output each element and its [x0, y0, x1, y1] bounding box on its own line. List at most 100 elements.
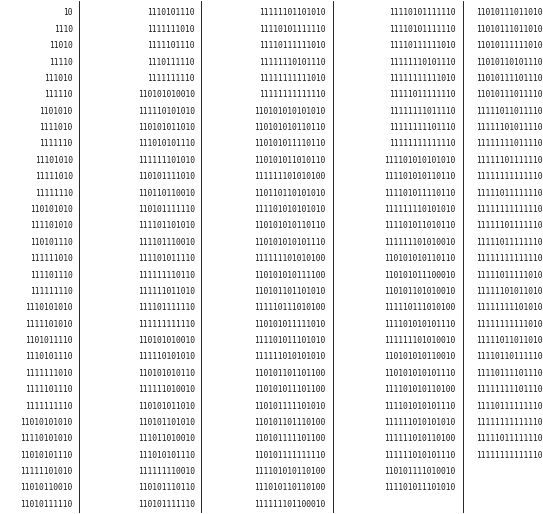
Text: 111101010101010: 111101010101010 [255, 205, 326, 214]
Text: 111010101110: 111010101110 [137, 451, 194, 460]
Text: 11010111011110: 11010111011110 [476, 90, 542, 99]
Text: 1111010: 1111010 [40, 123, 73, 132]
Text: 1111101110: 1111101110 [25, 385, 73, 394]
Text: 111101011101010: 111101011101010 [255, 336, 326, 345]
Text: 110101010110110: 110101010110110 [255, 123, 326, 132]
Text: 110101011100010: 110101011100010 [384, 270, 456, 280]
Text: 111101011010110: 111101011010110 [384, 222, 456, 230]
Text: 11010111111010: 11010111111010 [476, 41, 542, 50]
Text: 11110101111110: 11110101111110 [389, 8, 456, 17]
Text: 111111110101010: 111111110101010 [384, 205, 456, 214]
Text: 111111010101010: 111111010101010 [255, 353, 326, 361]
Text: 110101101101100: 110101101101100 [255, 369, 326, 378]
Text: 111110: 111110 [44, 90, 73, 99]
Text: 11111011111110: 11111011111110 [476, 189, 542, 197]
Text: 111111101010010: 111111101010010 [384, 336, 456, 345]
Text: 111111011010: 111111011010 [137, 287, 194, 296]
Text: 111111101010100: 111111101010100 [255, 172, 326, 181]
Text: 111101110010: 111101110010 [137, 238, 194, 247]
Text: 111101101010: 111101101010 [137, 222, 194, 230]
Text: 11110111111010: 11110111111010 [259, 41, 326, 50]
Text: 11111110: 11111110 [35, 189, 73, 197]
Text: 111101010101110: 111101010101110 [384, 401, 456, 411]
Text: 110101111110: 110101111110 [137, 205, 194, 214]
Text: 11010101010: 11010101010 [21, 418, 73, 427]
Text: 1111101010: 1111101010 [25, 320, 73, 328]
Text: 11111111111110: 11111111111110 [476, 205, 542, 214]
Text: 110101011010110: 110101011010110 [255, 156, 326, 165]
Text: 110101010101010: 110101010101010 [255, 107, 326, 116]
Text: 11111101011110: 11111101011110 [476, 123, 542, 132]
Text: 1110101110: 1110101110 [25, 353, 73, 361]
Text: 11111111111110: 11111111111110 [476, 172, 542, 181]
Text: 11111011111110: 11111011111110 [389, 90, 456, 99]
Text: 110101010110: 110101010110 [137, 369, 194, 378]
Text: 11111111111110: 11111111111110 [476, 451, 542, 460]
Text: 11111111111010: 11111111111010 [389, 74, 456, 83]
Text: 1110111110: 1110111110 [147, 58, 194, 67]
Text: 11111011011110: 11111011011110 [476, 107, 542, 116]
Text: 111010110110100: 111010110110100 [255, 484, 326, 492]
Text: 11111111111110: 11111111111110 [389, 139, 456, 149]
Text: 1110101010: 1110101010 [25, 303, 73, 313]
Text: 110101111101100: 110101111101100 [255, 434, 326, 443]
Text: 110101011101100: 110101011101100 [255, 385, 326, 394]
Text: 110101110: 110101110 [30, 238, 73, 247]
Text: 1110: 1110 [54, 25, 73, 34]
Text: 111101111110: 111101111110 [137, 303, 194, 313]
Text: 110101111110: 110101111110 [137, 500, 194, 509]
Text: 11101010: 11101010 [35, 156, 73, 165]
Text: 11111111111110: 11111111111110 [476, 254, 542, 263]
Text: 1111111110: 1111111110 [25, 401, 73, 411]
Text: 11010110101110: 11010110101110 [476, 58, 542, 67]
Text: 11111110101110: 11111110101110 [259, 58, 326, 67]
Text: 11111101111110: 11111101111110 [476, 156, 542, 165]
Text: 1111111010: 1111111010 [147, 25, 194, 34]
Text: 111111010: 111111010 [30, 254, 73, 263]
Text: 11111111111010: 11111111111010 [259, 74, 326, 83]
Text: 110101101010010: 110101101010010 [384, 287, 456, 296]
Text: 111101010: 111101010 [30, 222, 73, 230]
Text: 111111010101010: 111111010101010 [384, 418, 456, 427]
Text: 110101101101010: 110101101101010 [255, 287, 326, 296]
Text: 11010111110: 11010111110 [21, 500, 73, 509]
Text: 110101011010: 110101011010 [137, 123, 194, 132]
Text: 11010101110: 11010101110 [21, 451, 73, 460]
Text: 111010: 111010 [44, 74, 73, 83]
Text: 11010111011010: 11010111011010 [476, 8, 542, 17]
Text: 110101111010010: 110101111010010 [384, 467, 456, 476]
Text: 110101101110100: 110101101110100 [255, 418, 326, 427]
Text: 110101101010: 110101101010 [137, 418, 194, 427]
Text: 11111011011010: 11111011011010 [476, 336, 542, 345]
Text: 11110101111110: 11110101111110 [259, 25, 326, 34]
Text: 110101010010: 110101010010 [137, 90, 194, 99]
Text: 111101010110100: 111101010110100 [255, 467, 326, 476]
Text: 11111111111110: 11111111111110 [259, 90, 326, 99]
Text: 11111111101010: 11111111101010 [476, 303, 542, 313]
Text: 11110111111110: 11110111111110 [476, 401, 542, 411]
Text: 11111111011110: 11111111011110 [476, 139, 542, 149]
Text: 11111011111010: 11111011111010 [476, 270, 542, 280]
Text: 1111110: 1111110 [40, 139, 73, 149]
Text: 11111111011110: 11111111011110 [389, 107, 456, 116]
Text: 11010110010: 11010110010 [21, 484, 73, 492]
Text: 111110101010: 111110101010 [137, 353, 194, 361]
Text: 110101010101110: 110101010101110 [255, 238, 326, 247]
Text: 11010111101110: 11010111101110 [476, 74, 542, 83]
Text: 11110101010: 11110101010 [21, 434, 73, 443]
Text: 11111111101110: 11111111101110 [476, 385, 542, 394]
Text: 111110111010100: 111110111010100 [384, 303, 456, 313]
Text: 111111101100010: 111111101100010 [255, 500, 326, 509]
Text: 110101111101010: 110101111101010 [255, 401, 326, 411]
Text: 111110101010: 111110101010 [137, 107, 194, 116]
Text: 11010111011010: 11010111011010 [476, 25, 542, 34]
Text: 110101111010: 110101111010 [137, 172, 194, 181]
Text: 110110110010: 110110110010 [137, 189, 194, 197]
Text: 110101010110010: 110101010110010 [384, 353, 456, 361]
Text: 111010101110: 111010101110 [137, 139, 194, 149]
Text: 11110: 11110 [49, 58, 73, 67]
Text: 111101011110: 111101011110 [137, 254, 194, 263]
Text: 1101011110: 1101011110 [25, 336, 73, 345]
Text: 110110110101010: 110110110101010 [255, 189, 326, 197]
Text: 110101011010: 110101011010 [137, 401, 194, 411]
